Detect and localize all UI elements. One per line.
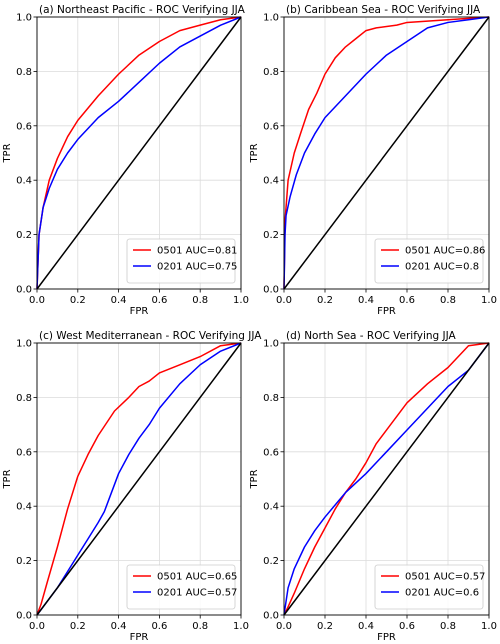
y-axis-label: TPR <box>2 143 13 163</box>
x-tick-label: 1.0 <box>481 295 497 306</box>
x-tick-label: 0.0 <box>276 621 292 632</box>
y-tick-label: 0.6 <box>16 121 32 132</box>
legend-label: 0501 AUC=0.65 <box>157 572 237 583</box>
x-axis-label: FPR <box>130 632 149 643</box>
series-line-red <box>283 16 490 290</box>
x-axis-label: FPR <box>130 306 149 317</box>
series-line-blue <box>36 16 242 290</box>
legend-box <box>126 238 236 284</box>
x-tick-label: 0.8 <box>440 621 456 632</box>
chart-panel-c: 0.0 0.2 0.4 0.6 0.8 1.0 0.0 0.2 0.4 0.6 0.8 1.0 (c) … <box>2 330 262 643</box>
x-tick-label: 0.6 <box>399 295 415 306</box>
y-tick-label: 0.2 <box>16 556 32 567</box>
y-tick-label: 0.6 <box>263 121 279 132</box>
legend-label: 0201 AUC=0.75 <box>157 262 237 273</box>
y-tick-label: 0.8 <box>263 67 279 78</box>
chart-panel-d: 0.0 0.2 0.4 0.6 0.8 1.0 0.0 0.2 0.4 0.6 0.8 1.0 (d) … <box>249 330 497 643</box>
y-axis-label: TPR <box>249 143 260 163</box>
y-tick-label: 1.0 <box>263 339 279 350</box>
series-line-blue <box>36 342 242 616</box>
y-axis-label: TPR <box>249 469 260 489</box>
diagonal-reference-line <box>36 16 242 290</box>
x-tick-label: 0.4 <box>358 295 374 306</box>
legend-label: 0501 AUC=0.57 <box>405 572 485 583</box>
y-tick-label: 0.8 <box>16 393 32 404</box>
x-tick-label: 0.2 <box>317 621 333 632</box>
x-tick-label: 0.4 <box>111 621 127 632</box>
y-tick-label: 0.0 <box>263 285 279 296</box>
legend-label: 0201 AUC=0.8 <box>405 262 479 273</box>
x-tick-label: 0.0 <box>29 295 45 306</box>
legend-box <box>374 238 484 284</box>
chart-title: (d) North Sea - ROC Verifying JJA <box>286 330 457 342</box>
legend: 0501 AUC=0.86 0201 AUC=0.8 <box>374 238 485 284</box>
chart-panel-a: 0.0 0.2 0.4 0.6 0.8 1.0 0.0 0.2 0.4 0.6 0.8 1.0 (a) … <box>2 4 249 317</box>
legend: 0501 AUC=0.81 0201 AUC=0.75 <box>126 238 237 284</box>
plot-frame <box>283 342 490 616</box>
x-tick-label: 0.8 <box>440 295 456 306</box>
legend-label: 0201 AUC=0.6 <box>405 588 479 599</box>
x-axis-label: FPR <box>377 306 396 317</box>
diagonal-reference-line <box>283 342 490 616</box>
plot-frame <box>36 342 242 616</box>
x-tick-label: 0.2 <box>70 295 86 306</box>
x-tick-label: 0.4 <box>111 295 127 306</box>
y-tick-label: 0.4 <box>16 176 32 187</box>
series-line-blue <box>283 16 490 290</box>
y-tick-label: 0.2 <box>263 556 279 567</box>
y-tick-label: 0.8 <box>263 393 279 404</box>
chart-title: (a) Northeast Pacific - ROC Verifying JJ… <box>39 4 246 16</box>
series-line-blue <box>283 342 490 616</box>
plot-frame <box>283 16 490 290</box>
x-tick-label: 0.4 <box>358 621 374 632</box>
y-tick-label: 0.6 <box>263 447 279 458</box>
y-tick-label: 1.0 <box>16 339 32 350</box>
series-line-red <box>36 16 242 290</box>
x-tick-label: 1.0 <box>481 621 497 632</box>
legend-label: 0501 AUC=0.81 <box>157 246 237 257</box>
series-line-red <box>283 342 490 616</box>
y-tick-label: 0.2 <box>16 230 32 241</box>
y-tick-label: 0.2 <box>263 230 279 241</box>
x-tick-label: 1.0 <box>233 621 249 632</box>
x-tick-label: 0.2 <box>317 295 333 306</box>
y-tick-label: 1.0 <box>16 13 32 24</box>
x-tick-label: 0.6 <box>151 621 167 632</box>
x-tick-label: 0.2 <box>70 621 86 632</box>
legend: 0501 AUC=0.57 0201 AUC=0.6 <box>374 564 485 610</box>
y-tick-label: 1.0 <box>263 13 279 24</box>
x-tick-label: 1.0 <box>233 295 249 306</box>
x-tick-label: 0.8 <box>192 621 208 632</box>
y-tick-label: 0.6 <box>16 447 32 458</box>
legend: 0501 AUC=0.65 0201 AUC=0.57 <box>126 564 237 610</box>
y-tick-label: 0.4 <box>263 176 279 187</box>
legend-label: 0201 AUC=0.57 <box>157 588 237 599</box>
y-axis-label: TPR <box>2 469 13 489</box>
x-axis-label: FPR <box>377 632 396 643</box>
y-tick-label: 0.0 <box>16 285 32 296</box>
chart-title: (c) West Mediterranean - ROC Verifying J… <box>39 330 262 342</box>
y-tick-label: 0.4 <box>263 502 279 513</box>
plot-frame <box>36 16 242 290</box>
x-tick-label: 0.0 <box>29 621 45 632</box>
x-tick-label: 0.0 <box>276 295 292 306</box>
diagonal-reference-line <box>36 342 242 616</box>
x-tick-label: 0.8 <box>192 295 208 306</box>
x-tick-label: 0.6 <box>151 295 167 306</box>
chart-panel-b: 0.0 0.2 0.4 0.6 0.8 1.0 0.0 0.2 0.4 0.6 0.8 1.0 (b) … <box>249 4 497 317</box>
y-tick-label: 0.0 <box>263 611 279 622</box>
legend-box <box>126 564 236 610</box>
diagonal-reference-line <box>283 16 490 290</box>
y-tick-label: 0.0 <box>16 611 32 622</box>
series-line-red <box>36 342 242 616</box>
chart-title: (b) Caribbean Sea - ROC Verifying JJA <box>286 4 481 16</box>
y-tick-label: 0.4 <box>16 502 32 513</box>
y-tick-label: 0.8 <box>16 67 32 78</box>
legend-label: 0501 AUC=0.86 <box>405 246 485 257</box>
legend-box <box>374 564 484 610</box>
x-tick-label: 0.6 <box>399 621 415 632</box>
